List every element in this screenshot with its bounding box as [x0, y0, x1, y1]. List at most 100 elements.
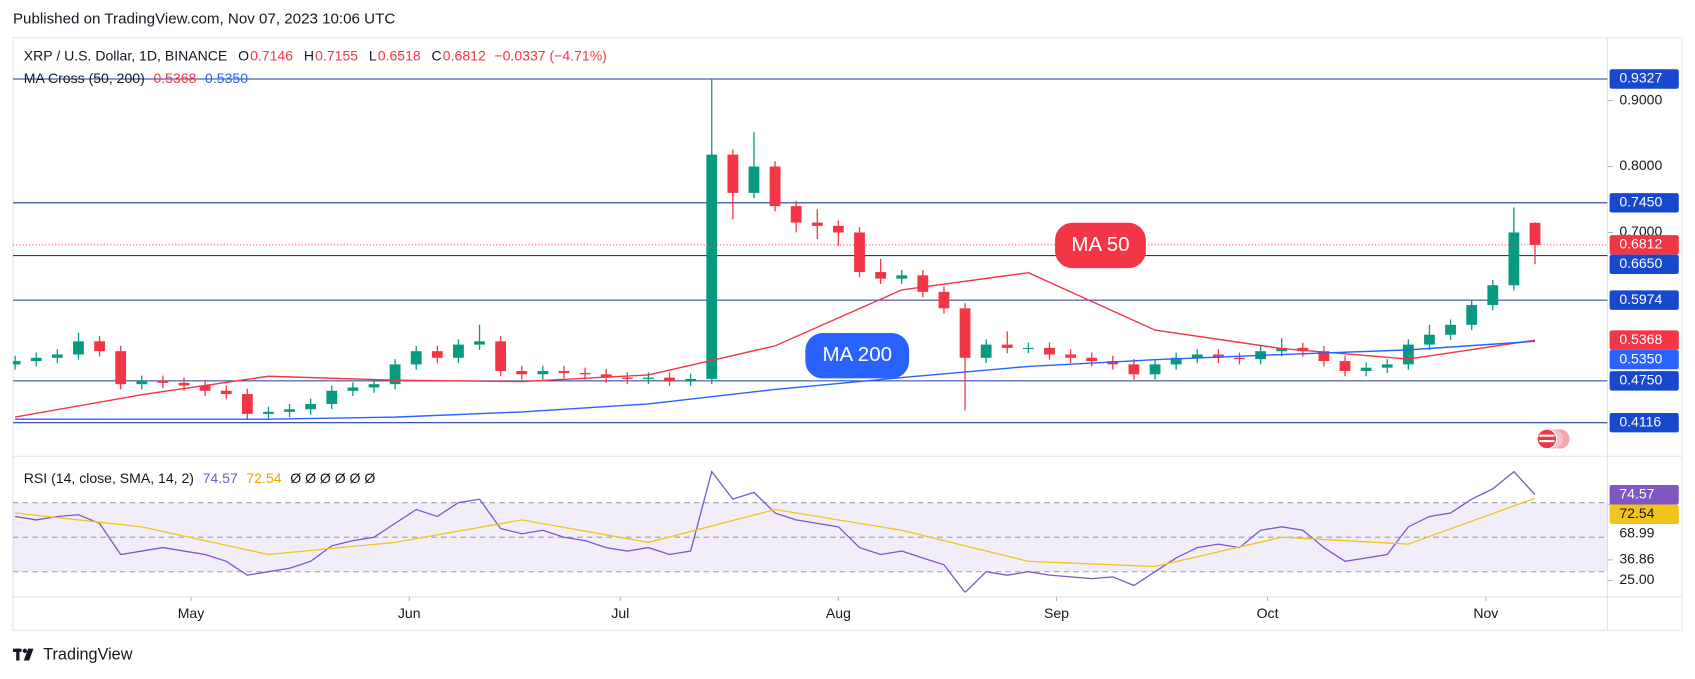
candle-body: [643, 377, 654, 379]
rsi-tick-label: 36.86: [1619, 551, 1654, 567]
candle-body: [431, 351, 443, 358]
candle-body: [790, 206, 802, 223]
candle-body: [73, 341, 84, 355]
candle-body: [136, 380, 148, 385]
ma-bubble: [1055, 222, 1146, 269]
chart-frame: [12, 37, 1683, 631]
candle-body: [1445, 324, 1456, 335]
candle-body: [284, 409, 295, 412]
candle-body: [706, 154, 718, 379]
candle-body: [199, 385, 211, 391]
level-label: 0.9327: [1619, 70, 1662, 86]
candle-body: [178, 382, 190, 386]
candle-body: [896, 275, 908, 279]
candle-body: [326, 390, 338, 404]
level-label: 0.6650: [1619, 255, 1662, 271]
legend-item: 0.7146: [250, 47, 293, 63]
candle-body: [30, 357, 42, 362]
rsi-value-label: 74.57: [1619, 485, 1654, 501]
legend-item: 0.6812: [443, 47, 486, 63]
candle-body: [1234, 357, 1245, 360]
candle-body: [1107, 361, 1119, 365]
legend-item: 0.7155: [315, 47, 358, 63]
logo-mark: [16, 648, 20, 661]
ma-line: [15, 271, 1536, 418]
rsi-line: [15, 470, 1536, 593]
level-label-box: [1609, 254, 1679, 275]
candle-body: [453, 344, 464, 358]
candle-body: [980, 344, 992, 358]
candle-body: [579, 372, 591, 375]
candle-body: [115, 351, 127, 385]
legend-item: C: [432, 47, 442, 63]
candle-body: [241, 394, 253, 414]
candle-body: [516, 370, 528, 375]
legend: XRP / U.S. Dollar, 1D, BINANCE O0.7146 H0.…: [24, 47, 607, 63]
candle-body: [938, 291, 950, 309]
level-label-box: [1609, 69, 1679, 89]
legend-item: 0.5368: [153, 70, 196, 86]
last-price-label-box: [1609, 235, 1679, 255]
flag-icon: [1536, 428, 1570, 450]
candle-body: [410, 351, 422, 365]
candle-body: [263, 411, 274, 414]
x-tick-label: Nov: [1473, 605, 1498, 621]
candle-body: [558, 370, 570, 373]
legend: MA Cross (50, 200) 0.5368 0.5350: [24, 70, 248, 86]
candle-body: [917, 275, 929, 292]
candle-body: [1529, 222, 1541, 245]
legend-item: Ø Ø Ø Ø Ø Ø: [290, 470, 375, 486]
published-note: Published on TradingView.com, Nov 07, 20…: [13, 11, 395, 28]
candle-body: [685, 378, 697, 381]
ma-bubble-label: MA 200: [822, 343, 892, 366]
legend-item: MA Cross (50, 200): [24, 70, 145, 86]
level-label-box: [1609, 290, 1679, 310]
rsi-tick-label: 25.00: [1619, 571, 1654, 587]
logo-mark: [23, 648, 34, 661]
candle-body: [1508, 232, 1520, 286]
level-label: 0.4750: [1619, 372, 1662, 388]
legend-item: XRP / U.S. Dollar, 1D, BINANCE: [24, 47, 227, 63]
candle-body: [1402, 344, 1414, 365]
ma-bubble: [805, 333, 910, 379]
candle-body: [621, 377, 633, 379]
candle-body: [347, 387, 359, 391]
brand: TradingView: [43, 645, 132, 663]
rsi-line: [15, 497, 1536, 568]
legend-item: −0.0337 (−4.71%): [494, 47, 606, 63]
candle-body: [1149, 364, 1161, 375]
level-label-box: [1609, 412, 1679, 433]
candle-body: [748, 166, 760, 193]
ma-value-label: 0.5350: [1619, 350, 1662, 366]
price-pane: [12, 78, 1608, 424]
candle-body: [1191, 354, 1203, 358]
rsi-tick-label: 68.99: [1619, 524, 1654, 540]
candle-body: [537, 370, 549, 375]
legend-item: 74.57: [203, 470, 238, 486]
candle-body: [1381, 364, 1393, 368]
candle-body: [1001, 344, 1013, 348]
legend-item: 0.6518: [378, 47, 421, 63]
candle-body: [474, 341, 485, 345]
legend-item: L: [369, 47, 377, 63]
candle-body: [1339, 361, 1351, 371]
last-price-label: 0.6812: [1619, 236, 1662, 252]
candle-body: [959, 308, 971, 358]
candle-body: [1065, 354, 1077, 358]
candle-body: [368, 384, 380, 388]
candle-body: [1297, 347, 1309, 352]
x-tick-label: Jul: [611, 605, 629, 621]
ma-bubble-label: MA 50: [1071, 233, 1129, 256]
ma-value-label: 0.5368: [1619, 331, 1662, 347]
level-label: 0.5974: [1619, 291, 1662, 307]
candle-body: [832, 225, 844, 233]
ma-value-label-box: [1609, 349, 1679, 370]
y-tick-label: 0.9000: [1619, 91, 1662, 107]
candle-body: [875, 272, 887, 279]
candle-body: [220, 390, 232, 395]
rsi-value-label: 72.54: [1619, 505, 1654, 521]
legend-item: 72.54: [246, 470, 281, 486]
legend: RSI (14, close, SMA, 14, 2) 74.57 72.54 Ø Ø…: [24, 470, 376, 486]
candle-body: [1212, 354, 1224, 358]
